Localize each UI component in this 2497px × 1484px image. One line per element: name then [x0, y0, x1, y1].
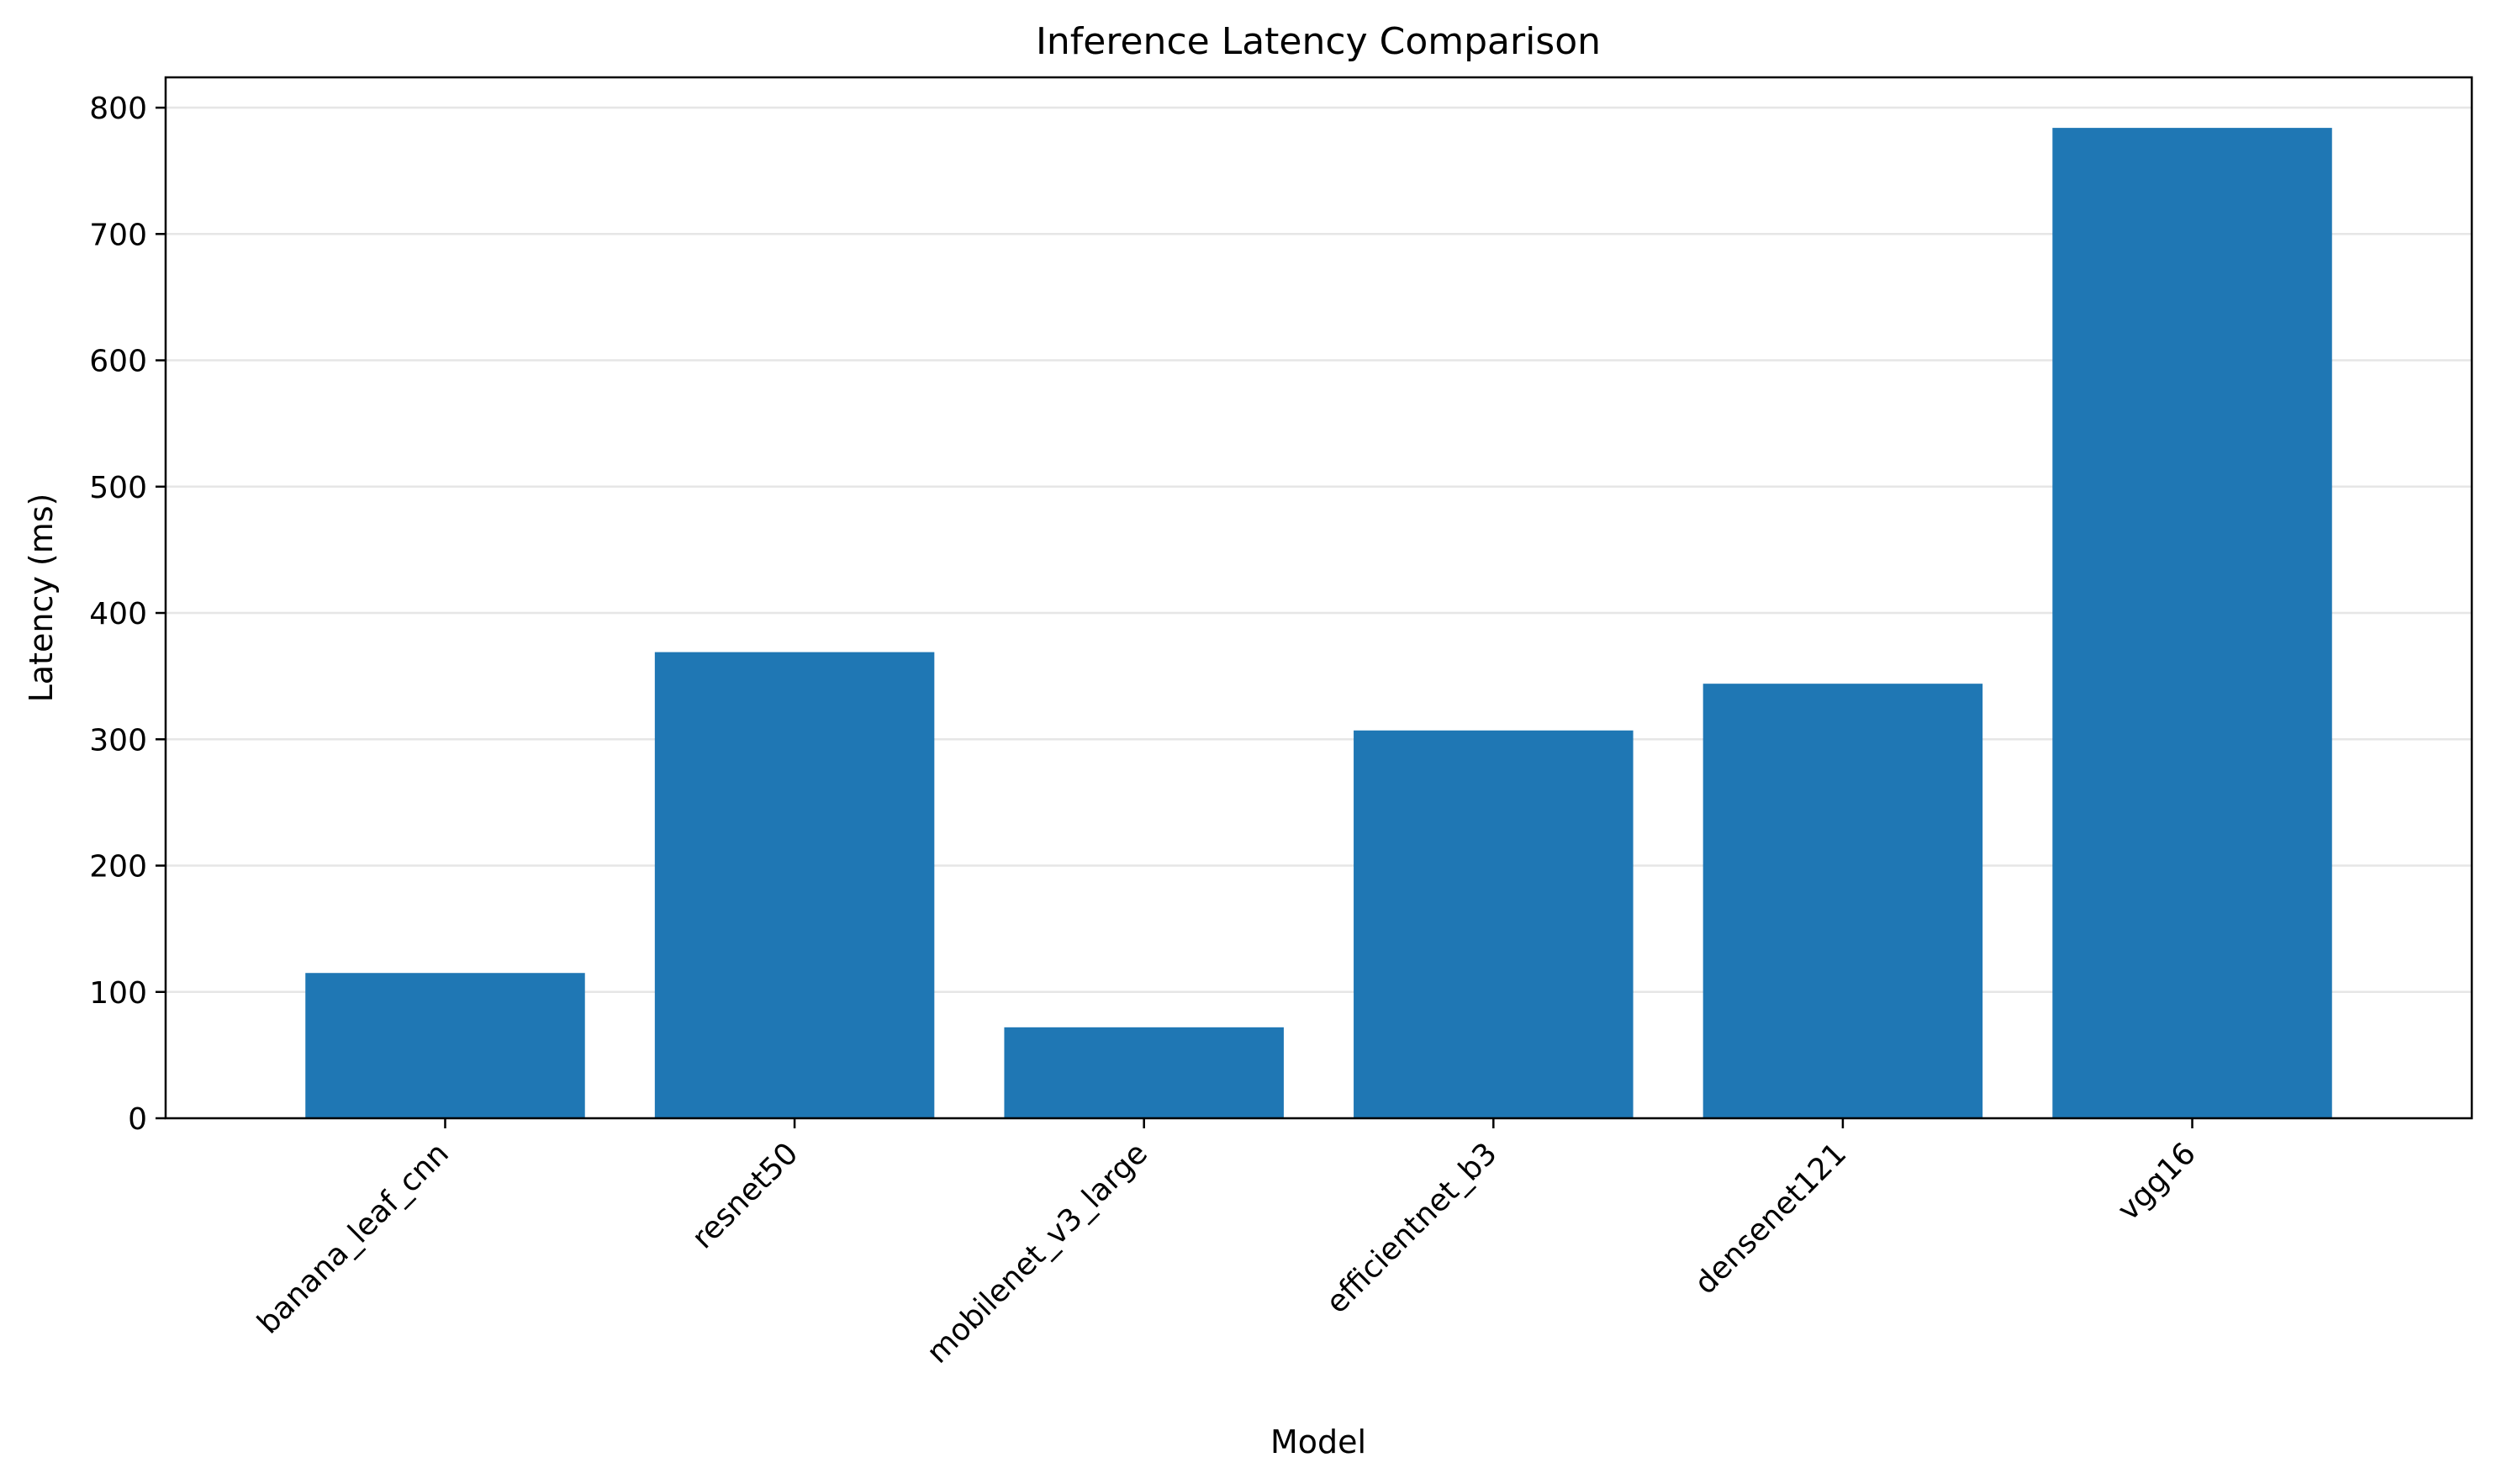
y-tick-label: 700 — [89, 218, 147, 252]
bars — [305, 128, 2332, 1119]
y-tick-label: 200 — [89, 850, 147, 885]
x-axis: banana_leaf_cnn resnet50 mobilenet_v3_larg… — [251, 1118, 2203, 1370]
y-axis-label: Latency (ms) — [23, 494, 60, 703]
bar-mobilenet_v3_large — [1004, 1027, 1284, 1118]
y-tick-label: 300 — [89, 723, 147, 758]
x-tick-label: densenet121 — [1688, 1136, 1853, 1301]
y-axis: 0 100 200 300 400 500 600 700 800 — [89, 92, 166, 1137]
y-tick-label: 400 — [89, 597, 147, 631]
x-axis-label: Model — [1270, 1423, 1366, 1460]
x-tick-label: vgg16 — [2111, 1136, 2203, 1228]
y-tick-label: 500 — [89, 471, 147, 505]
bar-vgg16 — [2052, 128, 2332, 1119]
x-tick-label: banana_leaf_cnn — [251, 1136, 456, 1340]
plot-frame — [164, 76, 2473, 1120]
y-tick-label: 100 — [89, 976, 147, 1011]
y-tick-label: 600 — [89, 345, 147, 379]
x-tick-label: efficientnet_b3 — [1320, 1136, 1504, 1320]
x-tick-label: mobilenet_v3_large — [921, 1136, 1154, 1370]
bar-banana_leaf_cnn — [305, 973, 585, 1118]
y-tick-label: 800 — [89, 92, 147, 126]
bar-efficientnet_b3 — [1354, 730, 1634, 1118]
bar-resnet50 — [654, 652, 935, 1118]
bar-densenet121 — [1702, 684, 1983, 1118]
chart-title: Inference Latency Comparison — [1036, 20, 1601, 63]
y-tick-label: 0 — [128, 1102, 147, 1137]
x-tick-label: resnet50 — [685, 1136, 805, 1255]
